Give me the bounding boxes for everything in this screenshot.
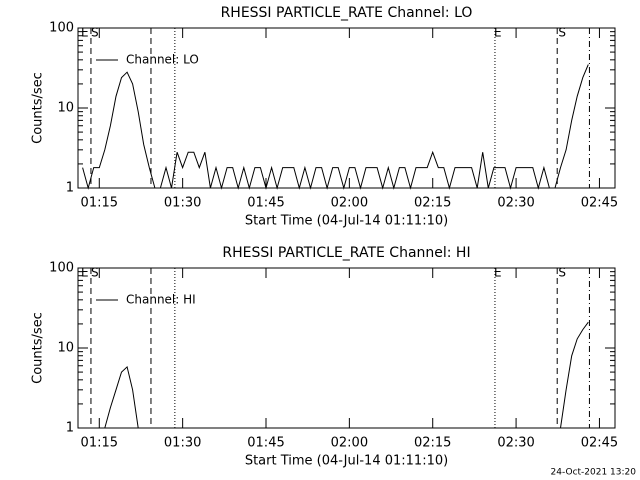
x-tick-label: 02:30: [497, 196, 534, 211]
x-axis-label: Start Time (04-Jul-14 01:11:10): [245, 454, 448, 469]
chart-title: RHESSI PARTICLE_RATE Channel: HI: [222, 245, 470, 261]
event-label: S: [91, 266, 99, 280]
event-label: E: [81, 266, 89, 280]
x-tick-label: 01:45: [247, 196, 284, 211]
x-tick-label: 01:30: [164, 196, 201, 211]
x-tick-label: 02:30: [497, 436, 534, 451]
footer: 24-Oct-2021 13:20: [551, 468, 637, 478]
event-label: S: [558, 26, 566, 40]
y-tick-label: 100: [49, 261, 74, 276]
event-label: E: [494, 266, 502, 280]
chart-title: RHESSI PARTICLE_RATE Channel: LO: [221, 5, 473, 21]
x-tick-label: 02:15: [414, 436, 451, 451]
x-tick-label: 01:30: [164, 436, 201, 451]
y-tick-label: 1: [66, 421, 74, 436]
x-tick-label: 02:00: [331, 196, 368, 211]
x-tick-label: 01:45: [247, 436, 284, 451]
event-label: E: [81, 26, 89, 40]
y-tick-label: 10: [57, 101, 74, 116]
y-tick-label: 100: [49, 21, 74, 36]
event-label: E: [494, 26, 502, 40]
x-tick-label: 01:15: [81, 436, 118, 451]
event-label: S: [91, 26, 99, 40]
x-tick-label: 02:45: [581, 196, 618, 211]
y-axis-label: Counts/sec: [31, 72, 46, 144]
x-tick-label: 01:15: [81, 196, 118, 211]
y-tick-label: 1: [66, 181, 74, 196]
legend-label: Channel: LO: [126, 53, 199, 67]
x-tick-label: 02:00: [331, 436, 368, 451]
x-tick-label: 02:45: [581, 436, 618, 451]
x-axis-label: Start Time (04-Jul-14 01:11:10): [245, 214, 448, 229]
y-tick-label: 10: [57, 341, 74, 356]
data-line: [82, 64, 589, 190]
data-line: [104, 321, 589, 429]
event-label: S: [558, 266, 566, 280]
legend-label: Channel: HI: [126, 293, 196, 307]
x-tick-label: 02:15: [414, 196, 451, 211]
y-axis-label: Counts/sec: [31, 312, 46, 384]
